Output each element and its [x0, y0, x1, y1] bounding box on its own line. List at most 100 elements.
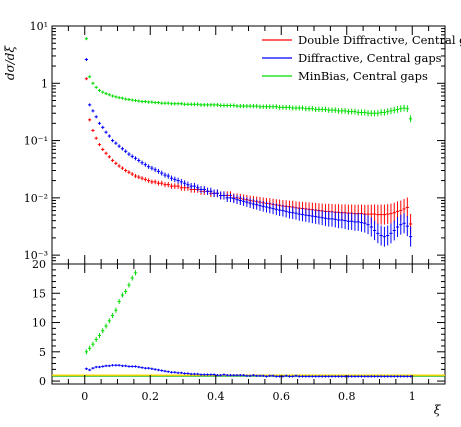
series-minbias-central-gaps [84, 37, 413, 123]
data-point [205, 102, 210, 107]
data-point [110, 138, 115, 143]
data-point [150, 179, 154, 185]
data-point [392, 106, 396, 114]
data-point [235, 195, 239, 205]
data-point [84, 77, 88, 81]
data-point [284, 205, 288, 218]
ratio-point [137, 365, 141, 369]
data-point [323, 210, 328, 226]
data-point [124, 97, 128, 101]
data-point [405, 105, 409, 113]
data-point [359, 213, 364, 232]
data-point [176, 177, 180, 184]
data-point [169, 183, 174, 189]
data-point [245, 103, 249, 109]
data-point [101, 125, 105, 129]
data-point [199, 186, 203, 193]
data-point [320, 210, 324, 226]
data-point [215, 189, 219, 198]
data-point [241, 196, 246, 206]
ratio-point [91, 341, 95, 347]
data-point [147, 164, 151, 169]
data-point [268, 104, 272, 110]
data-point [130, 98, 134, 102]
data-point [91, 81, 95, 85]
data-point [304, 208, 308, 222]
data-point [107, 134, 111, 138]
main-data-points [84, 37, 413, 247]
data-point [379, 225, 383, 246]
data-point [274, 104, 278, 110]
ratio-point [245, 374, 249, 378]
data-point [225, 193, 229, 202]
data-point [173, 101, 177, 106]
data-point [104, 92, 108, 96]
data-point [156, 180, 161, 186]
ratio-point [225, 374, 229, 377]
data-point [228, 193, 233, 203]
data-point [94, 115, 98, 119]
data-point [205, 187, 210, 195]
data-point [300, 207, 305, 222]
data-point [222, 191, 226, 200]
data-point [336, 211, 341, 229]
legend-label: Diffractive, Central gaps [298, 51, 442, 65]
data-point [104, 151, 108, 155]
data-point [350, 108, 354, 115]
data-point [107, 93, 111, 97]
ratio-data-points [52, 270, 445, 378]
ratio-point [107, 318, 111, 324]
data-point [84, 37, 88, 41]
data-point [133, 174, 138, 179]
data-point [196, 102, 200, 107]
x-axis-title: ξ [434, 403, 442, 417]
ratio-point [84, 349, 88, 355]
x-tick-label: 0.2 [142, 390, 160, 403]
data-point [97, 121, 102, 125]
ratio-point [117, 298, 121, 304]
data-point [163, 172, 167, 178]
ratio-point [366, 375, 370, 378]
ratio-point [392, 375, 396, 378]
data-point [189, 182, 193, 190]
ratio-point [336, 375, 341, 378]
data-point [363, 109, 367, 116]
ratio-point [232, 374, 236, 377]
ratio-point [274, 375, 278, 378]
data-point [395, 216, 400, 237]
data-point [369, 110, 373, 117]
data-point [281, 104, 285, 110]
data-point [405, 197, 409, 218]
data-point [107, 155, 111, 159]
ratio-point [110, 364, 115, 367]
data-point [350, 212, 354, 230]
data-point [137, 99, 141, 103]
data-point [372, 110, 377, 117]
ratio-point [196, 372, 200, 376]
ratio-point [323, 375, 328, 378]
data-point [376, 204, 380, 225]
ratio-point [258, 374, 262, 378]
data-point [346, 108, 350, 115]
data-point [91, 128, 95, 133]
data-point [409, 115, 413, 123]
data-point [169, 101, 174, 106]
ratio-point [156, 368, 161, 372]
ratio-point [304, 375, 308, 378]
data-point [212, 189, 216, 198]
ratio-point [133, 365, 138, 368]
ratio-point [346, 375, 350, 378]
data-point [310, 209, 314, 224]
ratio-point [395, 375, 400, 378]
x-tick-label: 0.6 [273, 390, 291, 403]
data-point [163, 182, 167, 188]
data-point [255, 103, 259, 109]
data-point [409, 226, 413, 247]
data-point [114, 161, 118, 166]
legend-label: MinBias, Central gaps [298, 69, 428, 83]
ratio-point [372, 375, 377, 378]
data-point [291, 105, 295, 111]
data-point [251, 199, 256, 209]
ratio-point [150, 367, 154, 370]
ratio-point [107, 364, 111, 368]
